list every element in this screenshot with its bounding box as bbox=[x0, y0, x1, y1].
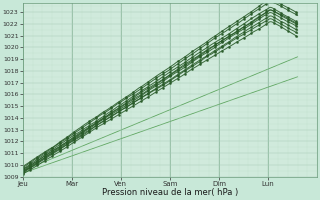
X-axis label: Pression niveau de la mer( hPa ): Pression niveau de la mer( hPa ) bbox=[102, 188, 238, 197]
